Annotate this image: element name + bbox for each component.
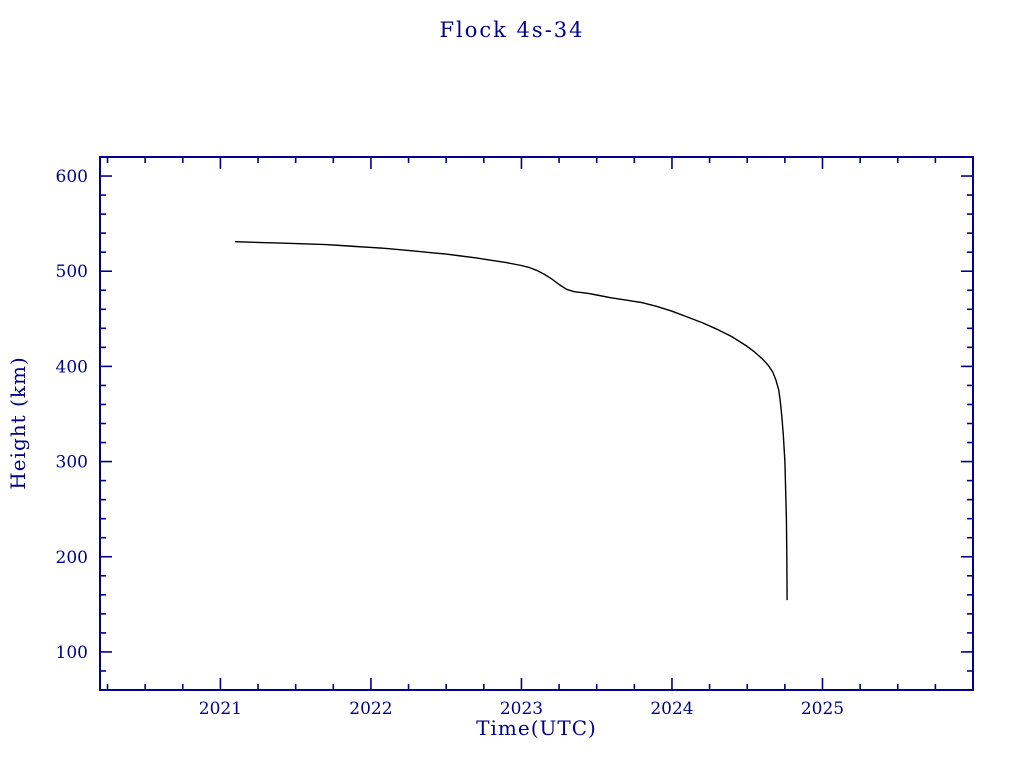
data-line: [234, 240, 788, 601]
y-tick-label: 600: [56, 167, 88, 187]
y-axis-label: Height (km): [6, 356, 30, 490]
y-tick-label: 500: [56, 262, 88, 282]
x-axis-label: Time(UTC): [476, 716, 597, 740]
y-tick-label: 300: [56, 453, 88, 473]
plot-frame: [99, 156, 974, 691]
x-tick-label: 2021: [199, 699, 242, 719]
y-tick-label: 400: [56, 357, 88, 377]
y-tick-label: 200: [56, 548, 88, 568]
chart-title: Flock 4s-34: [439, 18, 585, 42]
y-tick-label: 100: [56, 643, 88, 663]
x-tick-label: 2024: [650, 699, 693, 719]
x-tick-label: 2022: [349, 699, 392, 719]
x-tick-label: 2025: [801, 699, 844, 719]
x-tick-label: 2023: [500, 699, 543, 719]
